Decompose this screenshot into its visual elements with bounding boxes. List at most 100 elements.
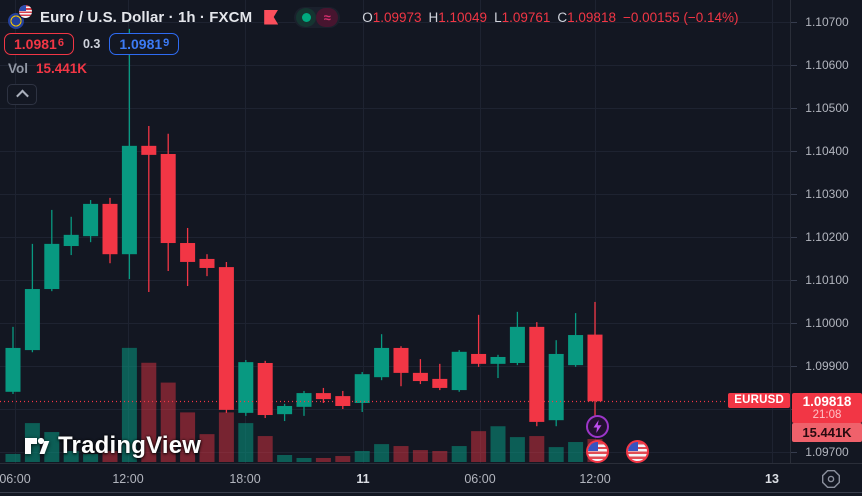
ask-price: 1.0981	[119, 36, 163, 52]
candle-body	[199, 258, 215, 268]
volume-indicator-row: Vol 15.441K	[8, 61, 87, 76]
candle-body	[238, 362, 254, 413]
last-price-value: 1.09818	[802, 393, 852, 409]
volume-bar	[83, 453, 99, 462]
high-value: 1.10049	[438, 9, 488, 25]
price-tick-dash	[791, 64, 797, 66]
bid-price: 1.0981	[14, 36, 57, 52]
volume-bar	[141, 362, 157, 462]
candle-body	[374, 347, 390, 378]
price-tick-label: 1.10000	[805, 316, 849, 330]
low-value: 1.09761	[501, 9, 551, 25]
price-tick-dash	[791, 451, 797, 453]
volume-bar	[412, 450, 428, 462]
volume-bar	[5, 453, 21, 462]
low-label: L	[494, 9, 502, 25]
time-tick-label: 18:00	[229, 472, 261, 486]
event-lightning-icon[interactable]	[586, 415, 609, 438]
candle-body	[141, 145, 157, 155]
event-us-flag-icon[interactable]	[586, 440, 609, 463]
symbol-title[interactable]: Euro / U.S. Dollar · 1h · FXCM	[40, 8, 253, 26]
chevron-up-icon	[15, 89, 29, 103]
open-label: O	[362, 9, 373, 25]
eu-flag-icon	[8, 13, 24, 29]
price-tick-dash	[791, 107, 797, 109]
candle-body	[568, 335, 584, 366]
price-scale[interactable]: 1.10700 1.10600 1.10500 1.10400 1.10300 1.102…	[790, 0, 862, 463]
price-tick-label: 1.10400	[805, 144, 849, 158]
candle-body	[509, 326, 525, 363]
close-value: 1.09818	[567, 9, 616, 25]
candle-body	[490, 356, 506, 364]
candle-body	[24, 289, 40, 351]
candle-body	[315, 393, 331, 400]
volume-bar	[257, 436, 273, 462]
candle-body	[451, 351, 467, 391]
last-price-badge: 1.09818 21:08	[792, 392, 862, 423]
close-label: C	[557, 9, 568, 25]
status-toggle[interactable]: ≈	[294, 6, 341, 28]
ohlc-readout: O1.09973 H1.10049 L1.09761 C1.09818 −0.0…	[362, 10, 738, 25]
candle-body	[548, 353, 564, 421]
volume-bar	[509, 437, 525, 462]
candle-body	[432, 378, 448, 388]
price-line-symbol-badge: EURUSD	[728, 392, 790, 408]
minds-icon: ≈	[316, 7, 339, 27]
watermark[interactable]: TradingView	[24, 432, 201, 460]
volume-bar	[354, 450, 370, 462]
price-tick-dash	[791, 21, 797, 23]
volume-bar	[238, 423, 254, 462]
spread-value: 0.3	[82, 37, 101, 51]
collapse-panel-button[interactable]	[7, 84, 37, 105]
price-tick-label: 1.10500	[805, 101, 849, 115]
event-us-flag-icon[interactable]	[626, 440, 649, 463]
volume-bar	[451, 446, 467, 462]
high-label: H	[428, 9, 439, 25]
change-value: −0.00155 (−0.14%)	[622, 9, 739, 25]
candle-body	[335, 396, 351, 406]
last-volume-badge: 15.441K	[792, 422, 862, 442]
candle-body	[296, 393, 312, 407]
time-scale[interactable]: 06:00 12:00 18:00 11 06:00 12:00 13	[0, 463, 862, 496]
volume-bar	[199, 434, 215, 462]
ask-pip-digit: 9	[163, 37, 170, 49]
volume-bar	[121, 347, 137, 462]
candle-body	[587, 334, 603, 402]
market-status-dot-icon	[296, 7, 317, 27]
watermark-text: TradingView	[58, 432, 202, 459]
price-tick-dash	[791, 365, 797, 367]
volume-bar	[44, 432, 60, 462]
price-tick-dash	[791, 193, 797, 195]
volume-bar	[548, 447, 564, 462]
sell-bid-button[interactable]: 1.0981 6	[4, 33, 74, 55]
us-flag-icon	[19, 5, 32, 18]
volume-bar	[277, 454, 293, 462]
lightning-bolt-icon	[593, 420, 602, 433]
candle-body	[393, 347, 409, 373]
flagged-symbol-icon[interactable]	[264, 9, 279, 25]
price-tick-label: 1.10700	[805, 15, 849, 29]
volume-bar	[63, 450, 79, 462]
volume-bar	[315, 457, 331, 462]
volume-bar	[471, 431, 487, 462]
tradingview-logo-icon	[25, 437, 50, 454]
volume-label: Vol	[8, 61, 28, 76]
bar-countdown: 21:08	[812, 408, 842, 421]
price-tick-dash	[791, 279, 797, 281]
candle-body	[63, 234, 79, 247]
buy-ask-button[interactable]: 1.0981 9	[109, 33, 180, 55]
candle-body	[529, 326, 545, 422]
chart-header: Euro / U.S. Dollar · 1h · FXCM ≈ O1.0997…	[8, 5, 739, 29]
volume-bar	[529, 436, 545, 462]
candle-body	[218, 267, 234, 410]
scale-settings-button[interactable]	[818, 466, 844, 492]
time-tick-day-label: 11	[356, 472, 370, 486]
price-tick-label: 1.09900	[805, 359, 849, 373]
price-tick-label: 1.10100	[805, 273, 849, 287]
candle-body	[102, 203, 118, 255]
volume-bar	[218, 412, 234, 462]
volume-bar	[160, 382, 176, 462]
candle-body	[471, 353, 487, 364]
volume-bar	[490, 426, 506, 462]
